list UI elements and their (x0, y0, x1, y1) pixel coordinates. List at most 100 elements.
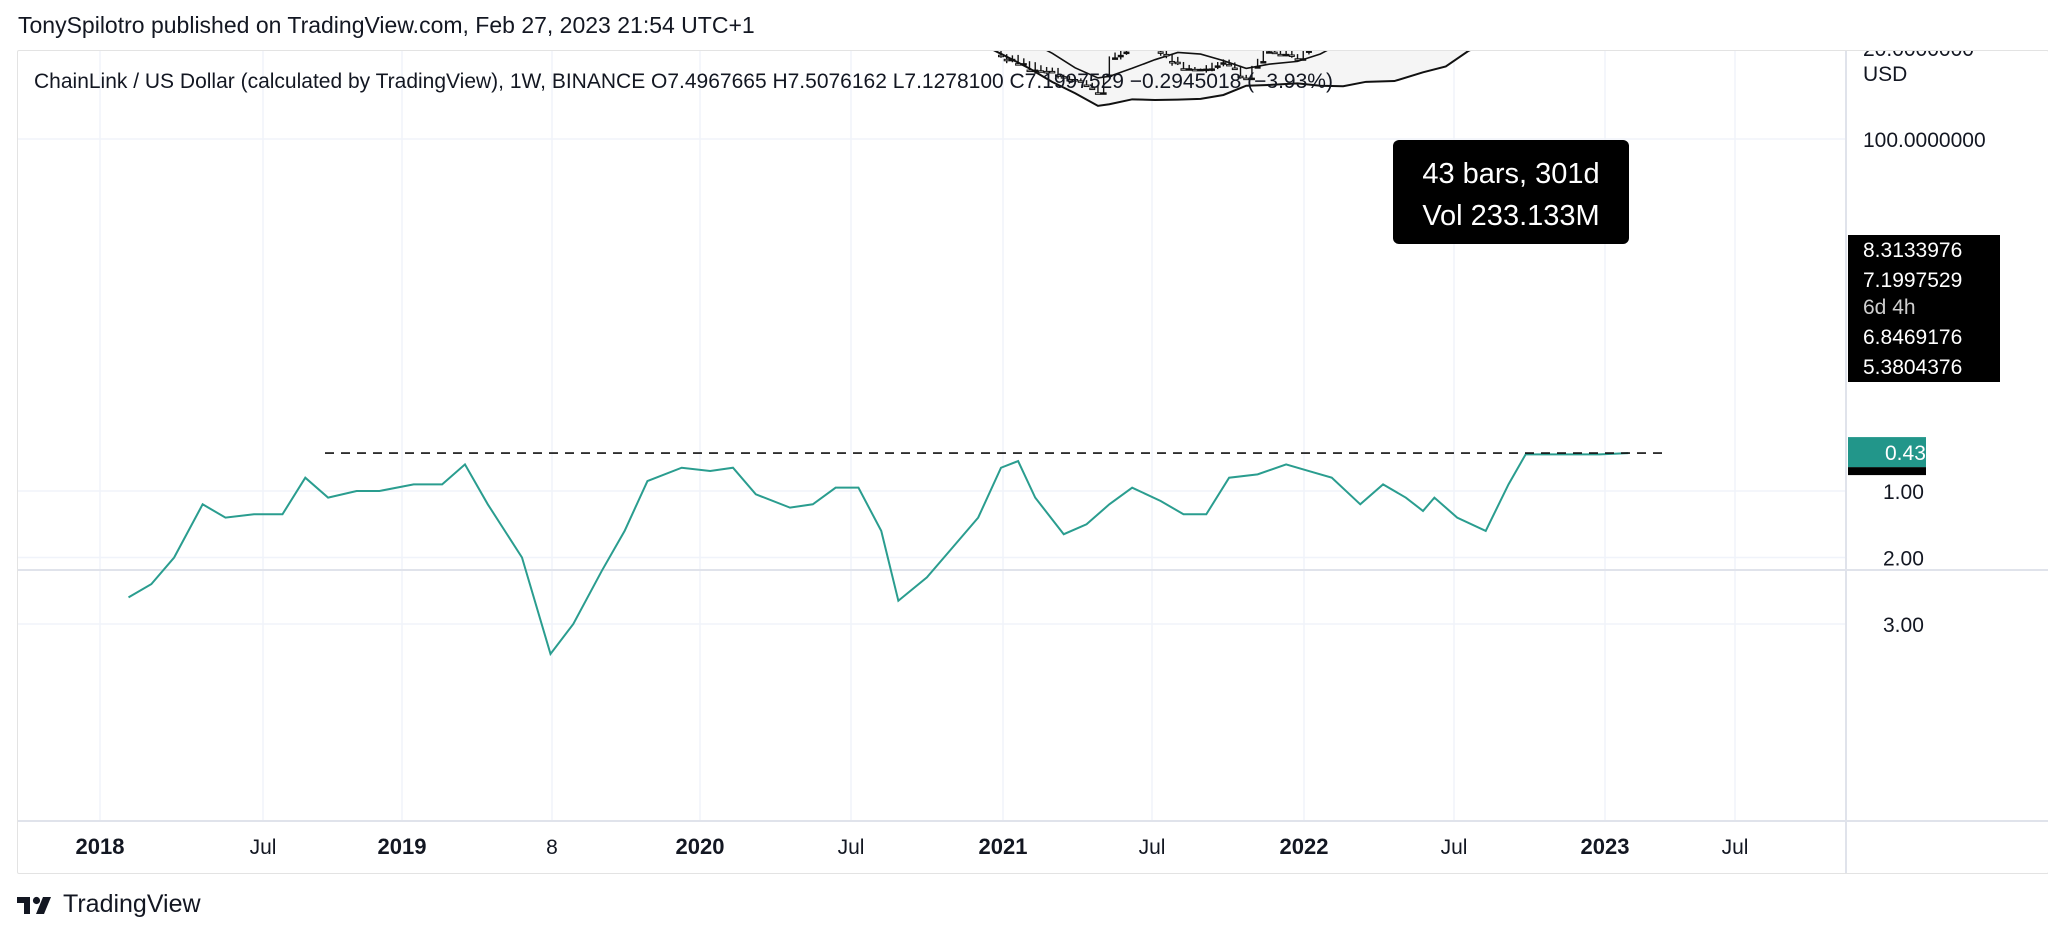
candle-body (1123, 51, 1130, 55)
indicator-tag-text: 0.43 (1885, 442, 1926, 465)
tradingview-logo-icon (17, 896, 51, 914)
time-axis-tick: Jul (250, 836, 277, 859)
candle-body (1083, 84, 1090, 88)
legend-header: ChainLink / US Dollar (calculated by Tra… (34, 70, 1333, 93)
indicator-tag-shadow (1848, 467, 1926, 476)
candle-body (1277, 53, 1284, 57)
price-tag-box (1848, 235, 2000, 265)
candle-body (1243, 77, 1250, 81)
candle-body (1049, 70, 1056, 74)
time-axis-tick: 2023 (1581, 834, 1630, 859)
candle-body (1089, 87, 1096, 91)
price-tag-box (1848, 292, 2000, 322)
chart-svg[interactable]: ChainLink / US Dollar (calculated by Tra… (18, 51, 2048, 873)
candle-body (1294, 58, 1301, 61)
time-axis-tick: 2022 (1280, 834, 1329, 859)
candle-body (1220, 62, 1227, 65)
price-tag: 6.8469176 (1848, 322, 2000, 352)
candle-body (1248, 77, 1255, 81)
time-axis-tick: Jul (1441, 836, 1468, 859)
candles (998, 51, 1312, 95)
candle-body (1226, 63, 1233, 67)
candle-body (1106, 74, 1113, 78)
candle-body (1180, 68, 1187, 71)
candle-body (1055, 74, 1062, 77)
price-tag-text: 6d 4h (1863, 296, 1916, 319)
brand-name: TradingView (63, 890, 201, 918)
time-axis-tick: Jul (1722, 836, 1749, 859)
indicator-tag-box (1848, 437, 1926, 468)
chart-frame: ChainLink / US Dollar (calculated by Tra… (17, 50, 2048, 874)
candle-body (1214, 65, 1221, 68)
price-tag: 8.3133976 (1848, 235, 2000, 265)
price-tag-text: 5.3804376 (1863, 356, 1962, 379)
indicator-line (128, 452, 1629, 657)
candle-body (1020, 63, 1027, 66)
candle-body (1283, 53, 1290, 57)
candle-body (1305, 51, 1312, 53)
candle-body (1157, 51, 1164, 54)
band-fill (995, 51, 1469, 106)
upper-band-line (993, 51, 1471, 107)
candle-body (1191, 68, 1198, 72)
time-axis-tick: 2018 (76, 834, 125, 859)
candle-body (1266, 51, 1273, 54)
candle-body (1231, 67, 1238, 71)
candle-body (1237, 75, 1244, 79)
time-axis-tick: Jul (838, 836, 865, 859)
time-axis-tick: 2021 (979, 834, 1028, 859)
price-tag-box (1848, 322, 2000, 352)
candle-body (1174, 61, 1181, 65)
candle-body (1197, 68, 1204, 72)
candle-body (1077, 80, 1084, 83)
candle-body (1117, 54, 1124, 58)
candle-body (1072, 78, 1079, 82)
indicator-axis-tick: 2.00 (1883, 548, 1924, 571)
candle-body (1043, 70, 1050, 74)
price-tag-box (1848, 265, 2000, 295)
candle-body (1032, 69, 1039, 73)
candle-body (1203, 68, 1210, 72)
candle-body (1003, 58, 1010, 62)
candle-body (1009, 58, 1016, 62)
price-tag-text: 7.1997529 (1863, 269, 1962, 292)
candle-body (1100, 92, 1107, 95)
candle-body (1094, 92, 1101, 95)
candle-body (1060, 76, 1067, 79)
measure-tooltip-bars: 43 bars, 301d (1422, 158, 1599, 190)
time-axis-tick: 2019 (378, 834, 427, 859)
time-axis-tick: 2020 (676, 834, 725, 859)
measure-tooltip-volume: Vol 233.133M (1422, 200, 1599, 232)
candle-body (1163, 53, 1170, 57)
time-axis-tick: 8 (546, 836, 558, 859)
candle-body (1037, 70, 1044, 73)
price-pane (993, 51, 1471, 107)
price-tag-text: 6.8469176 (1863, 326, 1962, 349)
indicator-value-tag: 0.43 (1848, 437, 1926, 476)
price-axis-tick: 20.0000000 (1863, 51, 1974, 61)
candle-body (1169, 60, 1176, 64)
price-tag-text: 8.3133976 (1863, 239, 1962, 262)
brand[interactable]: TradingView (17, 890, 201, 919)
candle-body (1260, 61, 1267, 64)
currency-label: USD (1863, 63, 1907, 86)
candle-body (1112, 57, 1119, 60)
measure-tooltip-box (1393, 140, 1629, 244)
attribution-text: TonySpilotro published on TradingView.co… (18, 12, 755, 38)
candle-body (1066, 78, 1073, 82)
time-axis-tick: Jul (1139, 836, 1166, 859)
price-tag: 5.3804376 (1848, 352, 2000, 382)
indicator-axis-tick: 3.00 (1883, 614, 1924, 637)
candle-body (1271, 51, 1278, 55)
price-tag-box (1848, 352, 2000, 382)
measure-tooltip: 43 bars, 301d Vol 233.133M (1393, 140, 1629, 244)
candle-body (1026, 69, 1033, 73)
indicator-axis-tick: 1.00 (1883, 481, 1924, 504)
price-axis-tick: 100.0000000 (1863, 129, 1986, 152)
candle-body (998, 54, 1005, 58)
candle-body (1015, 63, 1022, 66)
price-tag: 6d 4h (1848, 292, 2000, 322)
candle-body (1186, 68, 1193, 71)
candle-body (1254, 66, 1261, 69)
candle-body (1300, 58, 1307, 61)
